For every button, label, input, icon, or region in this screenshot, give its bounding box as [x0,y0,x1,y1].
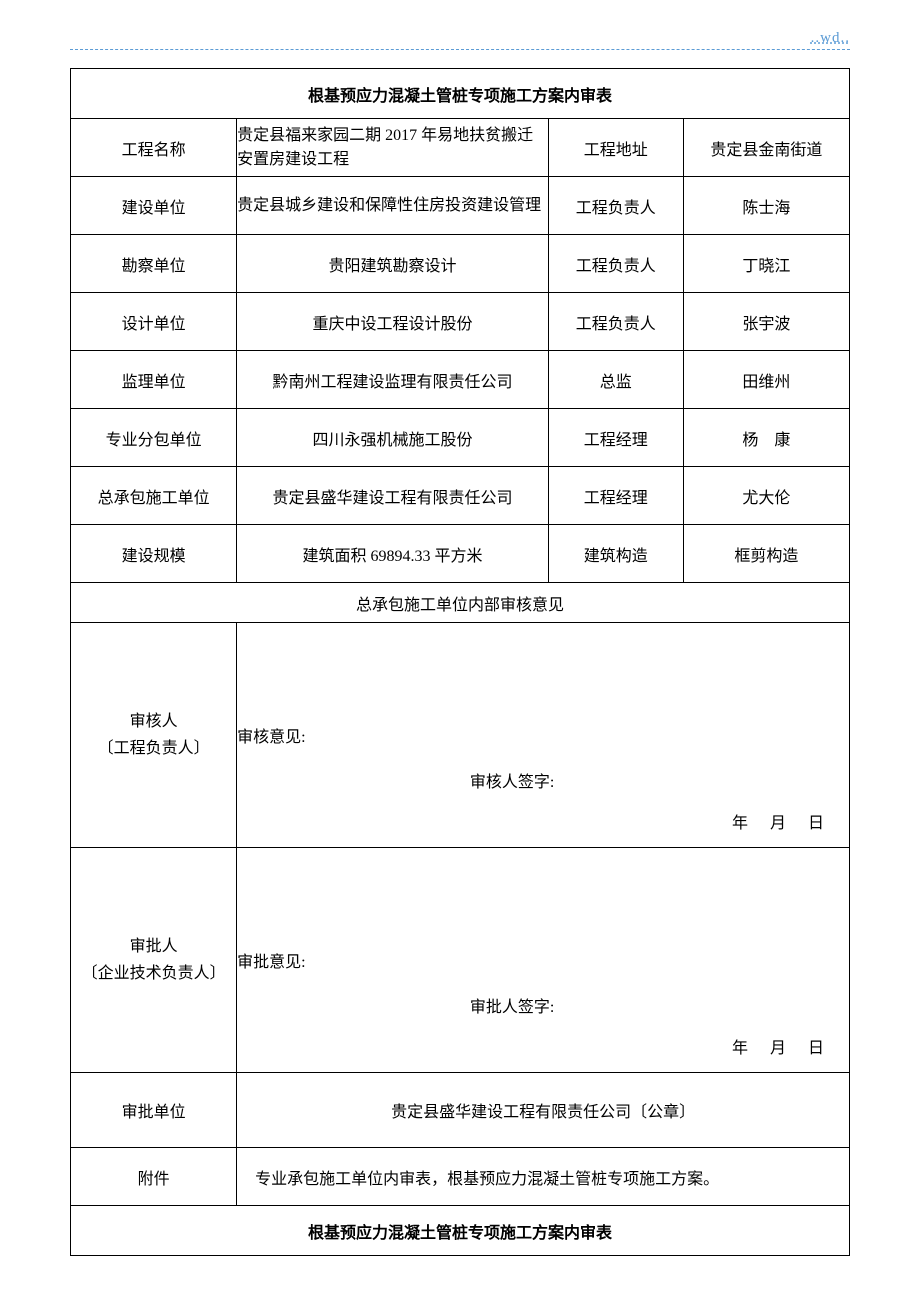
audit-form-table: 根基预应力混凝土管桩专项施工方案内审表 工程名称 贵定县福来家园二期 2017 … [70,68,850,1256]
table-row: 勘察单位 贵阳建筑勘察设计 工程负责人 丁晓江 [71,235,850,293]
table-row: 总承包施工单位 贵定县盛华建设工程有限责任公司 工程经理 尤大伦 [71,467,850,525]
label-project-manager-1: 工程经理 [548,409,683,467]
label-design-unit: 设计单位 [71,293,237,351]
approval-unit-row: 审批单位 贵定县盛华建设工程有限责任公司〔公章〕 [71,1073,850,1148]
value-project-name: 贵定县福来家园二期 2017 年易地扶贫搬迁安置房建设工程 [237,119,549,177]
table-row: 建设规模 建筑面积 69894.33 平方米 建筑构造 框剪构造 [71,525,850,583]
reviewer-2-title: 审批人 [130,938,178,955]
reviewer-2-role: 〔企业技术负责人〕 [82,965,226,982]
reviewer-1-role: 〔工程负责人〕 [98,740,210,757]
review-1-sign-label: 审核人签字: [470,768,837,792]
table-row: 建设单位 贵定县城乡建设和保障性住房投资建设管理 工程负责人 陈士海 [71,177,850,235]
review-1-opinion-label: 审核意见: [237,723,849,747]
value-subcontractor: 四川永强机械施工股份 [237,409,549,467]
approval-unit-value: 贵定县盛华建设工程有限责任公司〔公章〕 [237,1073,850,1148]
label-survey-unit: 勘察单位 [71,235,237,293]
label-build-scale: 建设规模 [71,525,237,583]
value-project-manager-1: 杨 康 [683,409,849,467]
reviewer-2-content: 审批意见: 审批人签字: 年 月 日 [237,848,850,1073]
form-title: 根基预应力混凝土管桩专项施工方案内审表 [71,69,850,119]
review-2-date: 年 月 日 [732,1034,827,1058]
reviewer-1-label: 审核人 〔工程负责人〕 [71,623,237,848]
label-supervision-unit: 监理单位 [71,351,237,409]
review-row-2: 审批人 〔企业技术负责人〕 审批意见: 审批人签字: 年 月 日 [71,848,850,1073]
value-survey-unit: 贵阳建筑勘察设计 [237,235,549,293]
label-project-lead-1: 工程负责人 [548,177,683,235]
label-project-address: 工程地址 [548,119,683,177]
table-row: 监理单位 黔南州工程建设监理有限责任公司 总监 田维州 [71,351,850,409]
value-project-lead-2: 丁晓江 [683,235,849,293]
value-project-lead-3: 张宇波 [683,293,849,351]
label-project-lead-2: 工程负责人 [548,235,683,293]
attachment-row: 附件 专业承包施工单位内审表，根基预应力混凝土管桩专项施工方案。 [71,1148,850,1206]
table-row: 工程名称 贵定县福来家园二期 2017 年易地扶贫搬迁安置房建设工程 工程地址 … [71,119,850,177]
form-title-2: 根基预应力混凝土管桩专项施工方案内审表 [71,1206,850,1256]
value-supervision-unit: 黔南州工程建设监理有限责任公司 [237,351,549,409]
value-general-contractor: 贵定县盛华建设工程有限责任公司 [237,467,549,525]
table-row: 设计单位 重庆中设工程设计股份 工程负责人 张宇波 [71,293,850,351]
approval-unit-label: 审批单位 [71,1073,237,1148]
section-header-row: 总承包施工单位内部审核意见 [71,583,850,623]
label-project-manager-2: 工程经理 [548,467,683,525]
header-marker: ..wd.. [70,30,850,50]
review-2-opinion-label: 审批意见: [237,948,849,972]
title-row: 根基预应力混凝土管桩专项施工方案内审表 [71,69,850,119]
label-construction-unit: 建设单位 [71,177,237,235]
label-general-contractor: 总承包施工单位 [71,467,237,525]
review-1-date: 年 月 日 [732,809,827,833]
reviewer-1-content: 审核意见: 审核人签字: 年 月 日 [237,623,850,848]
label-project-name: 工程名称 [71,119,237,177]
review-2-sign-label: 审批人签字: [470,993,837,1017]
label-build-structure: 建筑构造 [548,525,683,583]
reviewer-2-label: 审批人 〔企业技术负责人〕 [71,848,237,1073]
label-project-lead-3: 工程负责人 [548,293,683,351]
value-build-structure: 框剪构造 [683,525,849,583]
table-row: 专业分包单位 四川永强机械施工股份 工程经理 杨 康 [71,409,850,467]
label-director: 总监 [548,351,683,409]
value-design-unit: 重庆中设工程设计股份 [237,293,549,351]
section-header: 总承包施工单位内部审核意见 [71,583,850,623]
value-director: 田维州 [683,351,849,409]
value-build-scale: 建筑面积 69894.33 平方米 [237,525,549,583]
attachment-value: 专业承包施工单位内审表，根基预应力混凝土管桩专项施工方案。 [237,1148,850,1206]
title-row-2: 根基预应力混凝土管桩专项施工方案内审表 [71,1206,850,1256]
reviewer-1-title: 审核人 [130,713,178,730]
attachment-label: 附件 [71,1148,237,1206]
review-row-1: 审核人 〔工程负责人〕 审核意见: 审核人签字: 年 月 日 [71,623,850,848]
label-subcontractor: 专业分包单位 [71,409,237,467]
value-project-manager-2: 尤大伦 [683,467,849,525]
value-project-address: 贵定县金南街道 [683,119,849,177]
value-project-lead-1: 陈士海 [683,177,849,235]
value-construction-unit: 贵定县城乡建设和保障性住房投资建设管理 [237,177,549,235]
wd-label: ..wd.. [811,30,850,46]
